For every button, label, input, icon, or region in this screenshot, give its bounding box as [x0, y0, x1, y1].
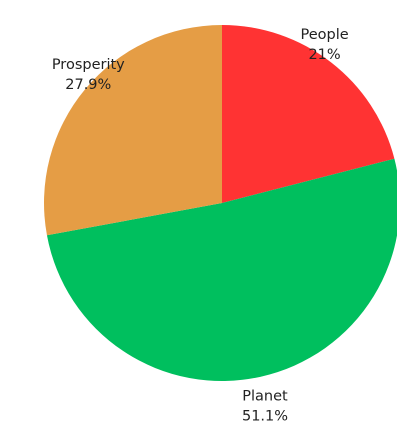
slice-percent-people: 21%: [308, 47, 340, 63]
pie-slices: [44, 25, 397, 381]
slice-percent-prosperity: 27.9%: [65, 77, 111, 93]
slice-percent-planet: 51.1%: [242, 408, 288, 424]
slice-label-prosperity: Prosperity: [52, 57, 125, 73]
pie-slice-people: [222, 25, 395, 203]
pie-slice-planet: [46, 158, 397, 381]
slice-label-people: People: [300, 27, 348, 43]
pie-slice-prosperity: [44, 25, 222, 236]
pie-labels: People 21% Planet 51.1% Prosperity 27.9%: [52, 27, 349, 424]
slice-label-planet: Planet: [242, 388, 288, 404]
